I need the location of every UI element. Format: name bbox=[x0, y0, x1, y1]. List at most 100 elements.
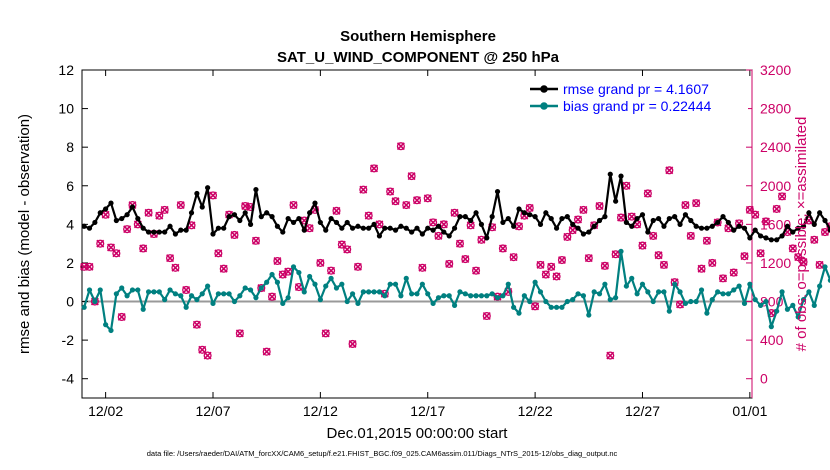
rmse-point bbox=[500, 219, 506, 226]
possible-point bbox=[321, 329, 330, 338]
series-possible bbox=[80, 142, 830, 360]
rmse-point bbox=[194, 190, 200, 197]
rmse-point bbox=[103, 206, 109, 212]
possible-point bbox=[96, 239, 105, 248]
bias-point bbox=[586, 312, 592, 318]
possible-point bbox=[203, 351, 212, 360]
possible-point bbox=[788, 244, 797, 253]
rmse-point bbox=[441, 229, 447, 235]
rmse-point bbox=[409, 229, 415, 235]
bias-point bbox=[548, 304, 554, 310]
bias-point bbox=[790, 302, 796, 308]
bias-point bbox=[618, 248, 624, 254]
possible-point bbox=[638, 241, 647, 250]
rmse-point bbox=[682, 212, 689, 218]
possible-point bbox=[171, 263, 180, 272]
y-left-tick-label: 12 bbox=[58, 62, 74, 78]
possible-point bbox=[165, 254, 175, 263]
bias-point bbox=[178, 293, 184, 299]
possible-point bbox=[176, 201, 185, 210]
bias-point bbox=[709, 297, 715, 303]
chart-title-line1: Southern Hemisphere bbox=[340, 28, 496, 45]
bias-point bbox=[484, 293, 490, 299]
y-left-tick-label: -4 bbox=[62, 371, 75, 387]
bias-point bbox=[666, 308, 672, 314]
rmse-point bbox=[172, 231, 179, 237]
bias-point bbox=[387, 281, 393, 287]
possible-point bbox=[439, 220, 448, 229]
rmse-point bbox=[521, 210, 527, 216]
rmse-point bbox=[779, 233, 785, 239]
bias-point bbox=[140, 306, 146, 312]
rmse-point bbox=[108, 200, 114, 206]
possible-point bbox=[445, 259, 454, 268]
bias-point bbox=[349, 291, 356, 297]
bias-point bbox=[242, 285, 248, 291]
bias-point bbox=[800, 297, 807, 303]
bias-point bbox=[564, 298, 570, 305]
rmse-point bbox=[446, 233, 452, 239]
bias-point bbox=[494, 295, 501, 301]
bias-point bbox=[290, 264, 297, 270]
bias-point bbox=[231, 298, 238, 305]
possible-point bbox=[257, 283, 266, 293]
bias-point bbox=[457, 289, 463, 295]
rmse-point bbox=[827, 227, 830, 233]
possible-point bbox=[455, 239, 464, 248]
bias-point bbox=[629, 275, 635, 281]
rmse-point bbox=[505, 215, 511, 222]
rmse-point bbox=[559, 215, 565, 222]
rmse-point bbox=[602, 214, 608, 220]
bias-point bbox=[264, 279, 270, 285]
bias-point bbox=[409, 291, 415, 297]
rmse-point bbox=[92, 219, 98, 226]
rmse-point bbox=[183, 227, 189, 233]
bias-point bbox=[317, 297, 323, 303]
possible-point bbox=[574, 215, 583, 224]
bias-point bbox=[725, 291, 731, 297]
possible-point bbox=[461, 255, 470, 264]
rmse-point bbox=[516, 206, 522, 212]
bias-point bbox=[360, 289, 366, 295]
bias-point bbox=[591, 289, 597, 295]
rmse-point bbox=[457, 214, 463, 220]
bias-point bbox=[285, 295, 291, 301]
possible-point bbox=[80, 262, 89, 271]
bias-point bbox=[553, 304, 560, 310]
possible-point bbox=[772, 204, 781, 213]
bias-point bbox=[108, 327, 114, 334]
possible-point bbox=[343, 245, 352, 254]
bias-point bbox=[489, 291, 495, 297]
rmse-point bbox=[162, 229, 168, 235]
possible-point bbox=[407, 172, 416, 181]
rmse-point bbox=[570, 221, 576, 227]
possible-point bbox=[85, 262, 94, 271]
rmse-point bbox=[290, 219, 297, 226]
bias-point bbox=[543, 298, 549, 305]
bias-point bbox=[757, 302, 764, 308]
possible-point bbox=[434, 231, 443, 240]
bias-point bbox=[677, 289, 683, 295]
rmse-point bbox=[274, 223, 281, 229]
bias-point bbox=[205, 283, 211, 289]
bias-point bbox=[119, 285, 125, 291]
rmse-point bbox=[349, 225, 356, 231]
rmse-line bbox=[83, 173, 830, 241]
rmse-point bbox=[688, 217, 694, 224]
rmse-point bbox=[113, 217, 119, 224]
rmse-point bbox=[698, 225, 705, 231]
rmse-point bbox=[285, 215, 291, 222]
bias-point bbox=[199, 291, 205, 297]
rmse-point bbox=[328, 215, 334, 222]
possible-point bbox=[778, 192, 787, 201]
bias-point bbox=[366, 289, 372, 295]
rmse-point bbox=[752, 227, 758, 233]
possible-point bbox=[106, 243, 116, 252]
y-right-tick-label: 2000 bbox=[760, 178, 791, 194]
rmse-point bbox=[709, 223, 715, 229]
rmse-point bbox=[795, 225, 801, 231]
bias-point bbox=[613, 295, 619, 301]
legend-bias-label: bias grand pr = 0.22444 bbox=[563, 98, 711, 114]
bias-point bbox=[806, 289, 812, 295]
